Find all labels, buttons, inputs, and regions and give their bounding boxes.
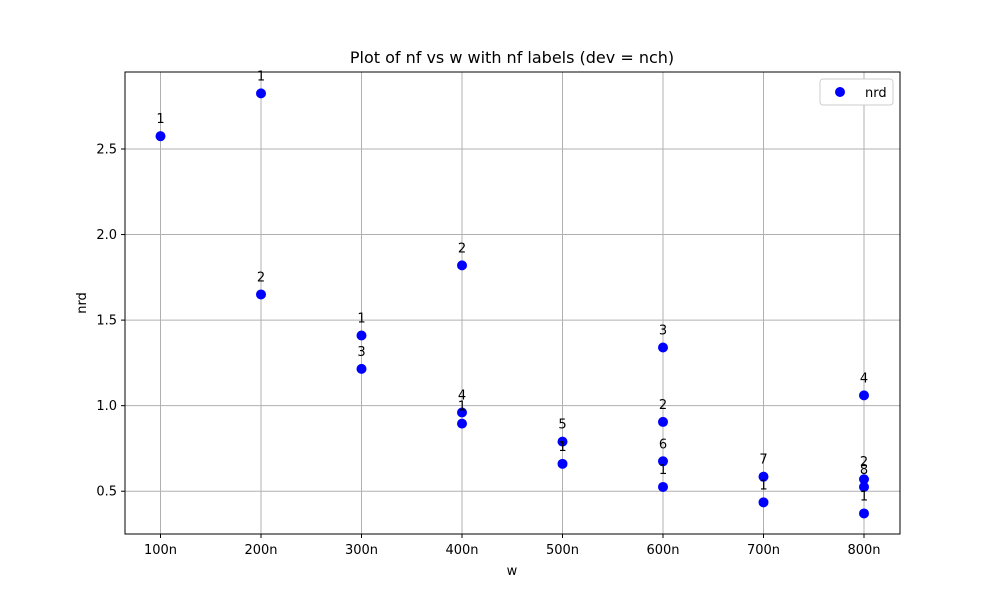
x-axis-label: w (507, 564, 518, 579)
x-tick-label: 800n (847, 543, 880, 558)
y-tick-label: 2.0 (96, 228, 117, 243)
data-point (155, 131, 166, 142)
data-label: 6 (659, 437, 667, 452)
legend-box (819, 78, 894, 106)
data-point (557, 436, 568, 447)
data-point (356, 363, 367, 374)
data-label: 5 (558, 418, 566, 433)
data-point (457, 418, 467, 429)
data-label: 2 (257, 270, 265, 285)
grid-lines (125, 72, 900, 534)
x-axis-ticks: 100n 200n 300n 400n 500n 600n 700n 800n (144, 534, 881, 558)
x-tick-label: 100n (144, 543, 177, 558)
data-point (457, 407, 467, 418)
y-axis-ticks: 0.5 1.0 1.5 2.0 2.5 (96, 143, 125, 500)
legend-marker (835, 87, 845, 97)
data-point (859, 390, 869, 401)
data-point (256, 88, 266, 99)
data-label: 1 (458, 400, 466, 415)
data-point (256, 289, 266, 300)
data-point (658, 342, 668, 353)
data-label: 1 (257, 69, 265, 84)
data-label: 1 (156, 112, 164, 127)
data-label: 1 (357, 312, 365, 327)
data-point (356, 330, 367, 341)
data-label: 2 (659, 398, 667, 413)
data-point (658, 481, 668, 492)
x-tick-label: 300n (345, 543, 378, 558)
x-tick-label: 600n (646, 543, 679, 558)
y-tick-label: 1.0 (96, 399, 117, 414)
data-label: 4 (458, 389, 466, 404)
data-point (758, 471, 769, 482)
data-label: 1 (659, 463, 667, 478)
data-label: 7 (759, 453, 767, 468)
legend: nrd (819, 78, 894, 106)
chart-title: Plot of nf vs w with nf labels (dev = nc… (350, 48, 674, 67)
x-tick-label: 200n (244, 543, 277, 558)
data-label: 4 (860, 371, 868, 386)
y-axis-label: nrd (75, 292, 90, 314)
plot-frame (124, 71, 901, 535)
data-point (859, 481, 869, 492)
data-label: 1 (558, 440, 566, 455)
y-tick-label: 2.5 (96, 143, 117, 158)
data-label: 3 (659, 323, 667, 338)
data-point (658, 456, 668, 467)
data-label: 1 (860, 489, 868, 504)
x-tick-label: 500n (546, 543, 579, 558)
data-point (758, 497, 769, 508)
y-tick-label: 0.5 (96, 485, 117, 500)
data-point (557, 458, 568, 469)
data-label: 2 (458, 241, 466, 256)
data-point (457, 260, 467, 271)
data-label: 8 (860, 463, 868, 478)
data-point (859, 508, 869, 519)
data-label: 3 (357, 345, 365, 360)
data-label: 1 (759, 478, 767, 493)
y-tick-label: 1.5 (96, 314, 117, 329)
x-tick-label: 400n (445, 543, 478, 558)
x-tick-label: 700n (747, 543, 780, 558)
data-point (658, 416, 668, 427)
data-point (859, 474, 869, 485)
data-label: 2 (860, 455, 868, 470)
legend-label: nrd (865, 86, 887, 101)
